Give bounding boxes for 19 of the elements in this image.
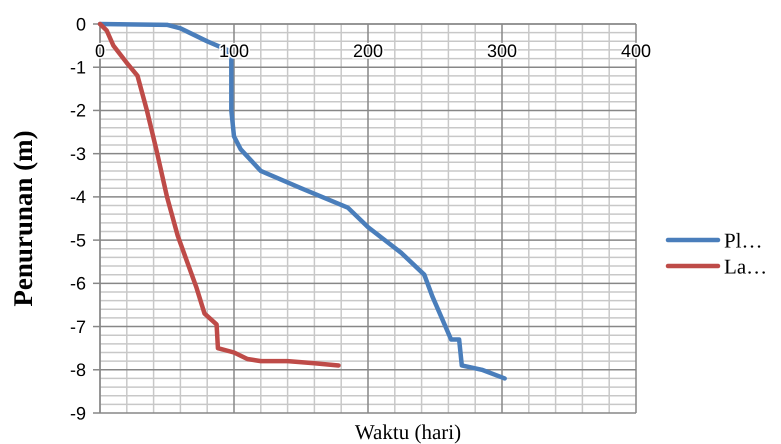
x-tick-label: 0 (94, 41, 106, 61)
y-axis-title: Penurunan (m) (8, 130, 38, 307)
x-tick-label: 300 (486, 41, 518, 61)
y-tick-label: -6 (70, 274, 86, 294)
legend-label: Pl… (724, 228, 763, 252)
y-tick-label: -7 (70, 316, 86, 337)
x-tick-label: 400 (620, 41, 652, 61)
y-tick-label: -2 (70, 100, 86, 121)
y-tick-label: -3 (70, 144, 86, 164)
line-series (98, 22, 341, 368)
y-tick-label: -1 (70, 58, 86, 78)
legend-label: La… (724, 254, 768, 278)
y-tick-label: -9 (70, 403, 86, 424)
y-tick-label: -5 (70, 230, 86, 250)
x-tick-label: 200 (352, 41, 384, 61)
x-axis-title: Waktu (hari) (354, 420, 462, 444)
y-tick-label: -4 (70, 187, 86, 208)
y-tick-label: 0 (76, 14, 86, 34)
y-tick-label: -8 (70, 360, 86, 380)
